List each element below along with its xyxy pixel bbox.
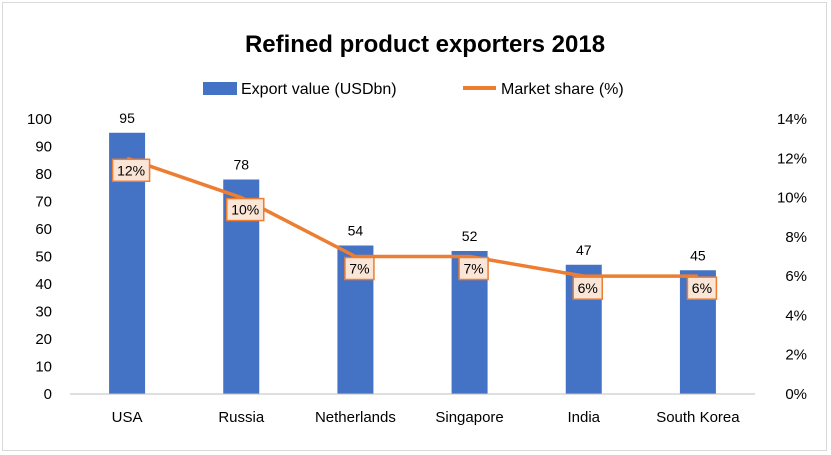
- right-tick-label: 12%: [777, 150, 807, 167]
- market-share-label: 6%: [578, 280, 598, 296]
- bars: [109, 132, 716, 394]
- legend-bar-swatch: [203, 82, 237, 95]
- right-tick-label: 6%: [785, 268, 807, 285]
- legend-bar-label: Export value (USDbn): [241, 81, 397, 98]
- bar-value-label: 45: [690, 247, 706, 263]
- right-axis-ticks: 0% 2% 4% 6% 8% 10% 12% 14%: [777, 111, 807, 403]
- right-tick-label: 8%: [785, 229, 807, 246]
- right-tick-label: 14%: [777, 111, 807, 128]
- right-tick-label: 2%: [785, 347, 807, 364]
- left-tick-label: 10: [35, 359, 52, 376]
- category-label: Singapore: [435, 409, 503, 426]
- category-label: South Korea: [656, 409, 740, 426]
- left-tick-label: 30: [35, 304, 52, 321]
- bar-value-label: 47: [576, 242, 592, 258]
- legend: Export value (USDbn) Market share (%): [203, 81, 624, 98]
- category-labels: USA Russia Netherlands Singapore India South …: [112, 409, 741, 426]
- market-share-label: 10%: [231, 202, 259, 218]
- right-tick-label: 10%: [777, 190, 807, 207]
- market-share-label-box: [686, 276, 718, 300]
- left-tick-label: 50: [35, 249, 52, 266]
- bar-value-label: 95: [119, 110, 135, 126]
- market-share-label: 7%: [349, 261, 369, 277]
- bar-value-label: 54: [348, 223, 364, 239]
- category-label: Russia: [218, 409, 265, 426]
- bar-labels: 95 78 54 52 47 45: [119, 110, 706, 264]
- market-share-label: 12%: [117, 162, 145, 178]
- left-tick-label: 40: [35, 276, 52, 293]
- left-axis-ticks: 0 10 20 30 40 50 60 70 80 90 100: [27, 111, 52, 403]
- market-share-label-box: [572, 276, 603, 300]
- left-tick-label: 20: [35, 331, 52, 348]
- left-tick-label: 90: [35, 139, 52, 156]
- chart-title: Refined product exporters 2018: [245, 31, 605, 58]
- bar-value-label: 78: [233, 157, 249, 173]
- left-tick-label: 80: [35, 166, 52, 183]
- market-share-label: 6%: [692, 280, 712, 296]
- right-tick-label: 4%: [785, 307, 807, 324]
- market-share-label-box: [458, 256, 489, 281]
- left-tick-label: 60: [35, 221, 52, 238]
- legend-line-label: Market share (%): [501, 81, 624, 98]
- market-share-label-box: [111, 158, 151, 183]
- market-share-polyline: [126, 156, 698, 278]
- left-tick-label: 100: [27, 111, 52, 128]
- market-share-labels: 12% 10% 7% 7% 6% 6%: [111, 158, 718, 300]
- market-share-label-box: [344, 256, 375, 281]
- right-tick-label: 0%: [785, 386, 807, 403]
- bar-value-label: 52: [462, 228, 478, 244]
- left-tick-label: 70: [35, 194, 52, 211]
- market-share-label: 7%: [463, 261, 483, 277]
- market-share-label-box: [226, 197, 265, 222]
- left-tick-label: 0: [44, 386, 52, 403]
- category-label: USA: [112, 409, 143, 426]
- category-label: India: [567, 409, 600, 426]
- market-share-line: [126, 156, 698, 278]
- category-label: Netherlands: [315, 409, 396, 426]
